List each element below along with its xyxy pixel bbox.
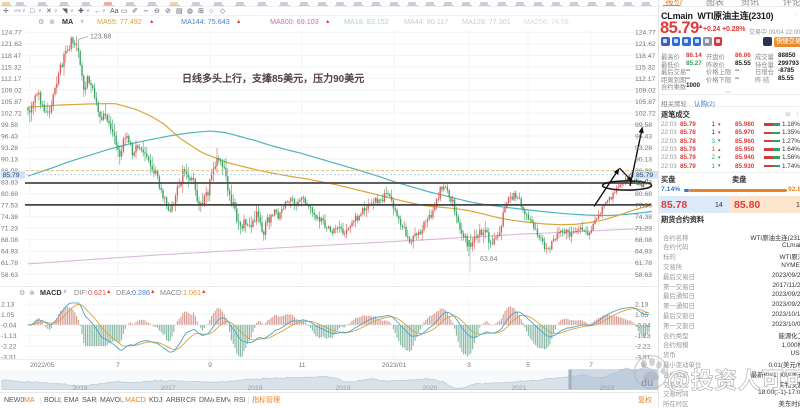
svg-text:2022: 2022 xyxy=(599,385,614,392)
svg-text:115.32: 115.32 xyxy=(635,64,656,71)
svg-text:2.13: 2.13 xyxy=(635,302,648,309)
svg-text:74.38: 74.38 xyxy=(635,214,652,221)
svg-text:-2.22: -2.22 xyxy=(635,344,651,351)
svg-text:121.62: 121.62 xyxy=(1,41,22,48)
svg-text:112.17: 112.17 xyxy=(1,76,22,83)
svg-text:99.58: 99.58 xyxy=(1,122,18,129)
svg-text:5: 5 xyxy=(526,362,530,369)
svg-text:112.17: 112.17 xyxy=(635,76,656,83)
svg-text:2.13: 2.13 xyxy=(1,302,14,309)
svg-text:102.72: 102.72 xyxy=(1,110,22,117)
svg-text:63.64: 63.64 xyxy=(480,256,498,263)
svg-text:96.43: 96.43 xyxy=(635,133,652,140)
svg-text:93.28: 93.28 xyxy=(635,145,652,152)
svg-text:124.77: 124.77 xyxy=(635,30,656,37)
svg-text:3: 3 xyxy=(467,362,471,369)
svg-text:-0.04: -0.04 xyxy=(635,323,651,330)
svg-text:118.47: 118.47 xyxy=(635,53,656,60)
svg-text:1.05: 1.05 xyxy=(635,312,648,319)
svg-text:99.58: 99.58 xyxy=(635,122,652,129)
svg-text:7: 7 xyxy=(116,362,120,369)
svg-text:124.77: 124.77 xyxy=(1,30,22,37)
svg-text:64.93: 64.93 xyxy=(635,249,652,256)
svg-text:2018: 2018 xyxy=(247,385,262,392)
svg-text:80.68: 80.68 xyxy=(1,191,18,198)
svg-text:102.72: 102.72 xyxy=(635,110,656,117)
svg-text:-3.31: -3.31 xyxy=(635,354,651,361)
svg-text:105.87: 105.87 xyxy=(635,99,656,106)
svg-text:121.62: 121.62 xyxy=(635,41,656,48)
svg-text:109.02: 109.02 xyxy=(635,87,656,94)
svg-text:68.08: 68.08 xyxy=(635,237,652,244)
svg-text:2023/01: 2023/01 xyxy=(382,362,407,369)
svg-text:96.43: 96.43 xyxy=(1,133,18,140)
svg-text:109.02: 109.02 xyxy=(1,87,22,94)
svg-text:2017: 2017 xyxy=(160,385,175,392)
svg-text:64.93: 64.93 xyxy=(1,249,18,256)
svg-text:105.87: 105.87 xyxy=(1,99,22,106)
svg-text:71.23: 71.23 xyxy=(1,226,18,233)
svg-text:9: 9 xyxy=(208,362,212,369)
svg-text:90.13: 90.13 xyxy=(1,157,18,164)
svg-text:11: 11 xyxy=(298,362,305,369)
svg-text:85.79: 85.79 xyxy=(636,172,653,179)
svg-text:115.32: 115.32 xyxy=(1,64,22,71)
svg-text:90.13: 90.13 xyxy=(635,157,652,164)
svg-text:77.53: 77.53 xyxy=(1,203,18,210)
svg-text:-1.13: -1.13 xyxy=(1,333,17,340)
svg-text:-1.13: -1.13 xyxy=(635,333,651,340)
svg-text:58.63: 58.63 xyxy=(1,272,18,279)
svg-text:93.28: 93.28 xyxy=(1,145,18,152)
svg-text:77.53: 77.53 xyxy=(635,203,652,210)
svg-text:2020: 2020 xyxy=(422,385,437,392)
svg-text:-3.31: -3.31 xyxy=(1,354,17,361)
svg-text:-2.22: -2.22 xyxy=(1,344,17,351)
svg-text:61.78: 61.78 xyxy=(1,260,18,267)
svg-text:118.47: 118.47 xyxy=(1,53,22,60)
svg-text:68.08: 68.08 xyxy=(1,237,18,244)
svg-text:2022/05: 2022/05 xyxy=(30,362,55,369)
svg-text:-0.04: -0.04 xyxy=(1,323,17,330)
svg-text:58.63: 58.63 xyxy=(635,272,652,279)
svg-text:61.78: 61.78 xyxy=(635,260,652,267)
svg-text:80.68: 80.68 xyxy=(635,191,652,198)
svg-text:7: 7 xyxy=(589,362,593,369)
svg-text:83.83: 83.83 xyxy=(1,180,18,187)
svg-text:71.23: 71.23 xyxy=(635,226,652,233)
svg-text:123.68: 123.68 xyxy=(90,34,112,41)
svg-text:83.83: 83.83 xyxy=(635,180,652,187)
svg-text:2019: 2019 xyxy=(335,385,350,392)
svg-text:2016: 2016 xyxy=(72,385,87,392)
svg-text:74.38: 74.38 xyxy=(1,214,18,221)
svg-text:85.79: 85.79 xyxy=(3,172,20,179)
svg-text:2021: 2021 xyxy=(511,385,526,392)
svg-text:1.05: 1.05 xyxy=(1,312,14,319)
